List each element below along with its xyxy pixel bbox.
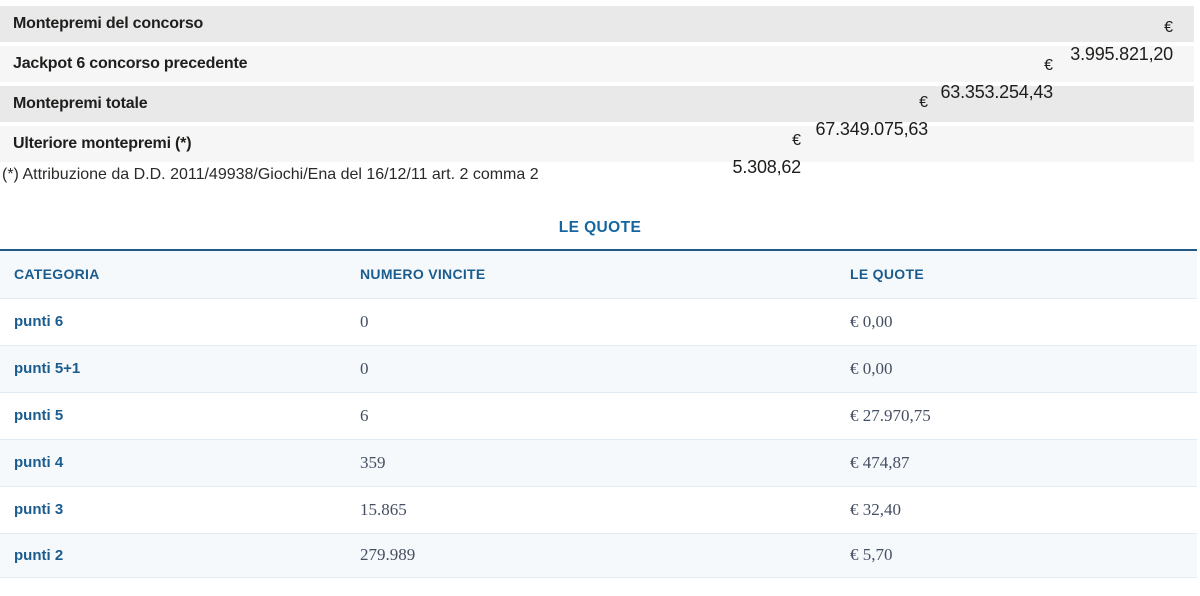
quota-cell: € 0,00: [836, 298, 1197, 346]
categoria-cell: punti 5: [0, 392, 346, 440]
montepremi-value-jackpot: € 63.353.254,43: [940, 52, 1053, 106]
montepremi-row-label: Montepremi totale: [13, 95, 148, 112]
montepremi-row-jackpot: Jackpot 6 concorso precedente: [0, 46, 1194, 82]
attribution-footnote: (*) Attribuzione da D.D. 2011/49938/Gioc…: [2, 166, 539, 183]
categoria-cell: punti 3: [0, 486, 346, 534]
quota-cell: € 474,87: [836, 439, 1197, 487]
montepremi-row-totale: Montepremi totale: [0, 86, 1194, 122]
euro-symbol: €: [919, 94, 928, 111]
montepremi-value-totale: € 67.349.075,63: [815, 89, 928, 143]
quota-cell: € 32,40: [836, 486, 1197, 534]
montepremi-row-label: Montepremi del concorso: [13, 15, 204, 32]
categoria-cell: punti 2: [0, 533, 346, 578]
quote-row-punti-3: punti 3 15.865 € 32,40: [0, 486, 1197, 534]
euro-symbol: €: [792, 132, 801, 149]
quota-cell: € 5,70: [836, 533, 1197, 578]
montepremi-row-concorso: Montepremi del concorso: [0, 6, 1194, 42]
quote-row-punti-6: punti 6 0 € 0,00: [0, 298, 1197, 346]
categoria-cell: punti 6: [0, 298, 346, 346]
numero-vincite-cell: 0: [346, 345, 836, 393]
quote-row-punti-5: punti 5 6 € 27.970,75: [0, 392, 1197, 440]
categoria-cell: punti 4: [0, 439, 346, 487]
montepremi-amount: 3.995.821,20: [1070, 44, 1173, 64]
montepremi-section: Montepremi del concorso Jackpot 6 concor…: [0, 0, 1200, 162]
montepremi-row-ulteriore: Ulteriore montepremi (*): [0, 126, 1194, 162]
column-header-le-quote: LE QUOTE: [836, 250, 1197, 299]
quote-table-header-row: CATEGORIA NUMERO VINCITE LE QUOTE: [0, 250, 1197, 299]
montepremi-amount: 63.353.254,43: [940, 82, 1053, 102]
numero-vincite-cell: 0: [346, 298, 836, 346]
numero-vincite-cell: 279.989: [346, 533, 836, 578]
numero-vincite-cell: 6: [346, 392, 836, 440]
numero-vincite-cell: 15.865: [346, 486, 836, 534]
numero-vincite-cell: 359: [346, 439, 836, 487]
montepremi-value-concorso: € 3.995.821,20: [1070, 14, 1173, 68]
quote-row-punti-2: punti 2 279.989 € 5,70: [0, 533, 1197, 578]
euro-symbol: €: [1044, 57, 1053, 74]
montepremi-amount: 67.349.075,63: [815, 119, 928, 139]
categoria-cell: punti 5+1: [0, 345, 346, 393]
montepremi-row-label: Ulteriore montepremi (*): [13, 135, 192, 152]
montepremi-amount: 5.308,62: [732, 157, 802, 177]
column-header-categoria: CATEGORIA: [0, 250, 346, 299]
quote-row-punti-5plus1: punti 5+1 0 € 0,00: [0, 345, 1197, 393]
quote-section-title: LE QUOTE: [558, 219, 642, 236]
quote-table: CATEGORIA NUMERO VINCITE LE QUOTE punti …: [0, 249, 1197, 578]
montepremi-value-ulteriore: € 5.308,62: [732, 127, 802, 181]
euro-symbol: €: [1164, 19, 1173, 36]
quota-cell: € 0,00: [836, 345, 1197, 393]
montepremi-row-label: Jackpot 6 concorso precedente: [13, 55, 248, 72]
quote-row-punti-4: punti 4 359 € 474,87: [0, 439, 1197, 487]
quota-cell: € 27.970,75: [836, 392, 1197, 440]
column-header-numero-vincite: NUMERO VINCITE: [346, 250, 836, 299]
